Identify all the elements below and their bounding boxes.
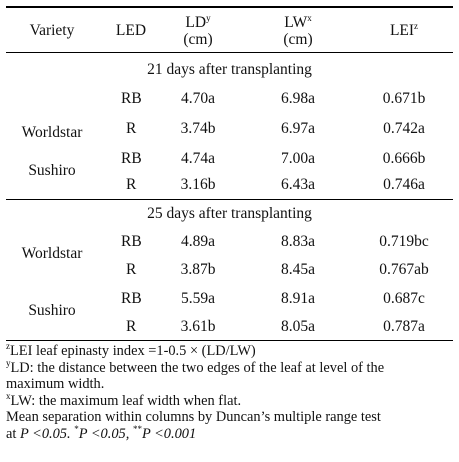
ld-value: 3.87b <box>180 261 216 278</box>
header-ld-label: LD <box>185 14 207 31</box>
led-type: RB <box>121 233 142 250</box>
variety-name: Sushiro <box>28 302 76 319</box>
section-rule <box>6 199 453 200</box>
significance-star1: * <box>74 423 79 434</box>
footnote-y: yLD: the distance between the two edges … <box>6 357 455 377</box>
led-type: R <box>126 120 137 137</box>
lei-value: 0.666b <box>382 150 426 167</box>
top-rule <box>6 6 453 8</box>
lei-value: 0.767ab <box>379 261 429 278</box>
variety-name: Worldstar <box>21 245 83 262</box>
ld-value: 3.16b <box>180 176 216 193</box>
significance-star2: ** <box>132 423 142 434</box>
ld-value: 4.70a <box>180 90 215 107</box>
header-lw: LWx <box>268 13 328 32</box>
header-ld-unit: (cm) <box>183 31 213 48</box>
header-lw-label: LW <box>284 14 308 31</box>
significance-p2: P <0.05, <box>78 425 130 442</box>
ld-value: 4.89a <box>180 233 215 250</box>
lei-value: 0.746a <box>383 176 425 193</box>
footnote-z-text: LEI leaf epinasty index =1-0.5 × (LD/LW) <box>10 343 256 359</box>
lei-value: 0.742a <box>383 120 425 137</box>
lei-value: 0.687c <box>383 290 425 307</box>
lw-value: 6.43a <box>280 176 315 193</box>
header-variety: Variety <box>29 22 75 39</box>
lw-value: 6.97a <box>280 120 315 137</box>
footnote-z: zLEI leaf epinasty index =1-0.5 × (LD/LW… <box>6 341 455 360</box>
lei-value: 0.787a <box>383 318 425 335</box>
footnote-y-mark: y <box>6 357 11 368</box>
lw-value: 6.98a <box>280 90 315 107</box>
lw-value: 8.05a <box>280 318 315 335</box>
header-led: LED <box>115 22 147 39</box>
footnote-mean: Mean separation within columns by Duncan… <box>6 409 381 425</box>
lei-value: 0.671b <box>382 90 426 107</box>
led-type: R <box>126 318 137 335</box>
header-ld-sup: y <box>206 13 211 23</box>
lw-value: 8.45a <box>280 261 315 278</box>
bottom-rule <box>6 340 453 341</box>
variety-name: Worldstar <box>21 124 83 141</box>
header-rule <box>6 52 453 53</box>
led-type: RB <box>121 290 142 307</box>
led-type: R <box>126 176 137 193</box>
footnote-significance: at P <0.05. *P <0.05, **P <0.001 <box>6 423 455 443</box>
footnote-x: xLW: the maximum leaf width when flat. <box>6 390 455 410</box>
ld-value: 3.61b <box>180 318 216 335</box>
footnote-x-mark: x <box>6 390 11 401</box>
section-title: 21 days after transplanting <box>147 61 312 78</box>
footnote-y-cont: maximum width. <box>6 376 105 392</box>
header-lei-label: LEI <box>389 22 415 39</box>
variety-name: Sushiro <box>28 162 76 179</box>
significance-p3: P <0.001 <box>141 425 197 442</box>
header-lw-sup: x <box>307 13 312 23</box>
lw-value: 8.91a <box>280 290 315 307</box>
led-type: RB <box>121 150 142 167</box>
ld-value: 5.59a <box>180 290 215 307</box>
ld-value: 4.74a <box>180 150 215 167</box>
ld-value: 3.74b <box>180 120 216 137</box>
section-title: 25 days after transplanting <box>147 205 312 222</box>
header-lw-unit: (cm) <box>283 31 313 48</box>
significance-p1: P <0.05. <box>19 425 71 442</box>
significance-prefix: at <box>6 425 20 442</box>
footnotes: zLEI leaf epinasty index =1-0.5 × (LD/LW… <box>6 341 455 443</box>
footnote-y-text: LD: the distance between the two edges o… <box>10 359 385 376</box>
header-ld: LDy <box>168 13 228 32</box>
lw-value: 7.00a <box>280 150 315 167</box>
header-lei: LEIz <box>372 21 436 40</box>
footnote-x-text: LW: the maximum leaf width when flat. <box>10 392 242 409</box>
led-type: RB <box>121 90 142 107</box>
footnote-z-mark: z <box>6 341 10 351</box>
lei-value: 0.719bc <box>379 233 429 250</box>
header-lei-sup: z <box>414 21 419 31</box>
led-type: R <box>126 261 137 278</box>
lw-value: 8.83a <box>280 233 315 250</box>
